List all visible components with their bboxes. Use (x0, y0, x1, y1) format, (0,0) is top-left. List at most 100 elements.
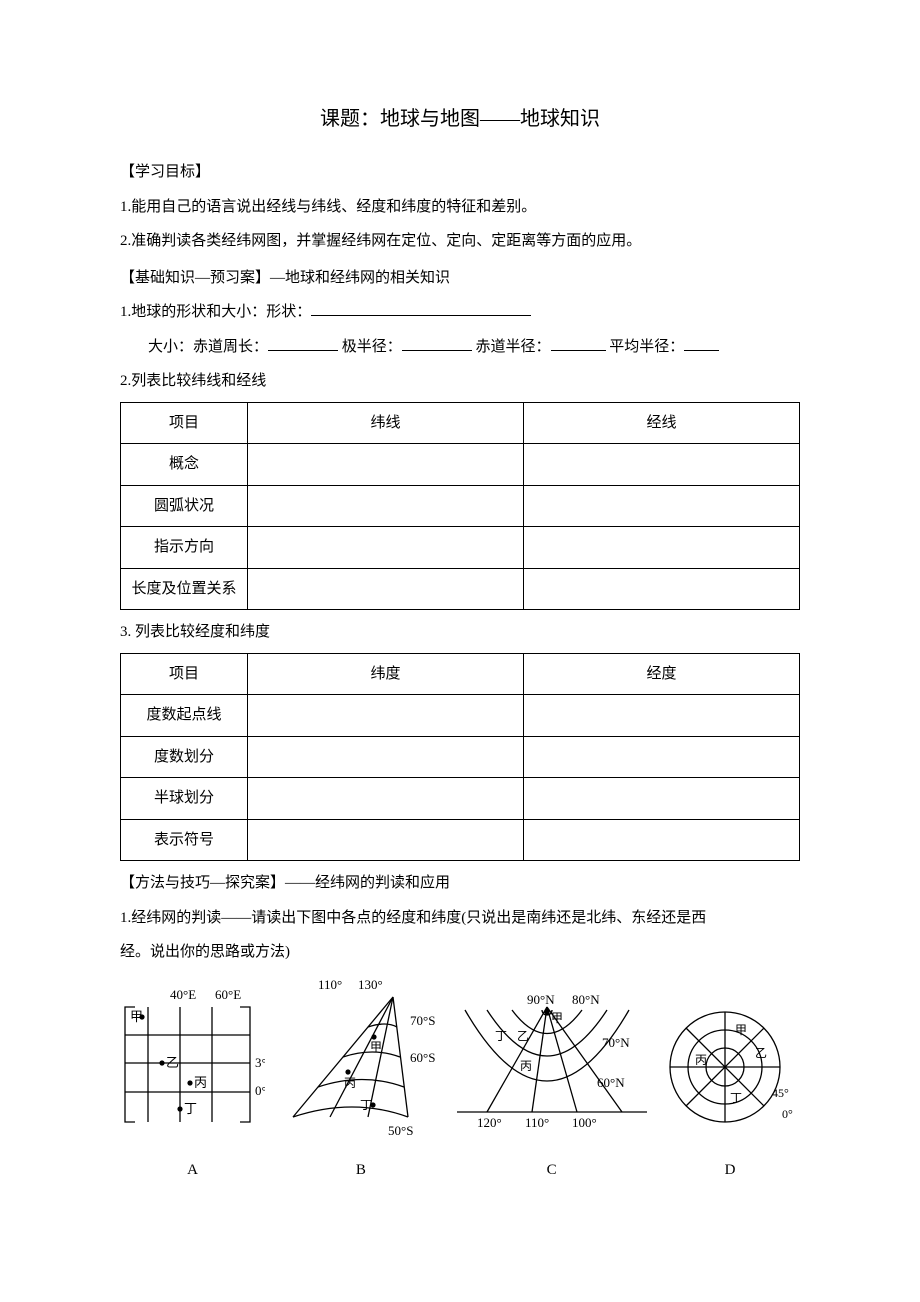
table-row: 项目 纬度 经度 (121, 653, 800, 695)
table-1: 项目 纬线 经线 概念 圆弧状况 指示方向 长度及位置关系 (120, 402, 800, 611)
diagram-row: 40°E 60°E 3° 0° 甲 乙 丙 丁 A (120, 977, 800, 1185)
q1-eq-r: 赤道半径： (476, 339, 551, 355)
table-row: 项目 纬线 经线 (121, 402, 800, 444)
diagram-d: 45° 0° 甲 乙 丙 丁 D (660, 1002, 800, 1185)
pt-ding: 丁 (184, 1101, 197, 1116)
page-title: 课题：地球与地图——地球知识 (120, 100, 800, 138)
pt-bing: 丙 (695, 1053, 707, 1067)
pt-yi: 乙 (517, 1029, 529, 1043)
label: 110° (318, 977, 342, 992)
cell (524, 819, 800, 861)
method-q1-a: 1.经纬网的判读——请读出下图中各点的经度和纬度(只说出是南纬还是北纬、东经还是… (120, 904, 800, 933)
cell (524, 485, 800, 527)
pt-ding: 丁 (360, 1098, 372, 1112)
q1-shape: 1.地球的形状和大小：形状： (120, 298, 800, 327)
q1-eq-circ: 大小：赤道周长： (148, 339, 268, 355)
blank (402, 335, 472, 351)
cell: 表示符号 (121, 819, 248, 861)
cell: 经线 (524, 402, 800, 444)
table-row: 长度及位置关系 (121, 568, 800, 610)
cell (524, 695, 800, 737)
blank (311, 300, 531, 316)
diagram-label: C (457, 1156, 647, 1185)
cell (248, 527, 524, 569)
cell: 度数起点线 (121, 695, 248, 737)
cell: 长度及位置关系 (121, 568, 248, 610)
cell (524, 778, 800, 820)
label: 60°S (410, 1050, 435, 1065)
method-q1-b: 经。说出你的思路或方法) (120, 938, 800, 967)
cell: 纬线 (248, 402, 524, 444)
q1-polar-r: 极半径： (342, 339, 402, 355)
cell (524, 736, 800, 778)
label: 100° (572, 1115, 597, 1130)
pt-jia: 甲 (735, 1023, 747, 1037)
goal-1: 1.能用自己的语言说出经线与纬线、经度和纬度的特征和差别。 (120, 193, 800, 222)
learning-goal-header: 【学习目标】 (120, 158, 800, 187)
label: 120° (477, 1115, 502, 1130)
cell (248, 568, 524, 610)
q1-prefix: 1.地球的形状和大小：形状： (120, 304, 311, 320)
pt-jia: 甲 (370, 1040, 382, 1054)
base-knowledge-header: 【基础知识—预习案】—地球和经纬网的相关知识 (120, 264, 800, 293)
label: 50°S (388, 1123, 413, 1138)
diagram-label: A (120, 1156, 265, 1185)
pt-bing: 丙 (344, 1076, 356, 1090)
label: 40°E (170, 987, 196, 1002)
pt-jia: 甲 (130, 1009, 143, 1024)
pt-bing: 丙 (520, 1059, 532, 1073)
diagram-a: 40°E 60°E 3° 0° 甲 乙 丙 丁 A (120, 987, 265, 1185)
method-header: 【方法与技巧—探究案】——经纬网的判读和应用 (120, 869, 800, 898)
q1-size: 大小：赤道周长： 极半径： 赤道半径： 平均半径： (120, 333, 800, 362)
cell (248, 778, 524, 820)
cell (524, 568, 800, 610)
cell (248, 444, 524, 486)
label: 110° (525, 1115, 549, 1130)
table-row: 指示方向 (121, 527, 800, 569)
pt-yi: 乙 (755, 1046, 767, 1060)
cell: 指示方向 (121, 527, 248, 569)
cell (248, 485, 524, 527)
label: 70°S (410, 1013, 435, 1028)
cell (248, 736, 524, 778)
cell: 项目 (121, 653, 248, 695)
cell: 纬度 (248, 653, 524, 695)
pt-bing: 丙 (194, 1075, 207, 1090)
label: 45° (772, 1086, 789, 1100)
table-row: 圆弧状况 (121, 485, 800, 527)
diagram-label: D (660, 1156, 800, 1185)
blank (551, 335, 606, 351)
cell: 半球划分 (121, 778, 248, 820)
label: 90°N (527, 992, 555, 1007)
label: 130° (358, 977, 383, 992)
cell: 项目 (121, 402, 248, 444)
label: 80°N (572, 992, 600, 1007)
label: 0° (255, 1083, 265, 1098)
pt-jia: 甲 (551, 1011, 563, 1025)
pt-ding: 丁 (730, 1091, 742, 1105)
pt-ding: 丁 (495, 1029, 507, 1043)
diagram-b: 110° 130° 70°S 60°S 50°S 甲 丙 丁 B (278, 977, 443, 1185)
table-row: 表示符号 (121, 819, 800, 861)
diagram-label: B (278, 1156, 443, 1185)
label: 0° (782, 1107, 793, 1121)
table-row: 度数划分 (121, 736, 800, 778)
q2-title: 2.列表比较纬线和经线 (120, 367, 800, 396)
table-row: 度数起点线 (121, 695, 800, 737)
table-2: 项目 纬度 经度 度数起点线 度数划分 半球划分 表示符号 (120, 653, 800, 862)
cell: 圆弧状况 (121, 485, 248, 527)
q1-avg-r: 平均半径： (609, 339, 684, 355)
pt-yi: 乙 (166, 1055, 179, 1070)
cell (248, 695, 524, 737)
diagram-c: 90°N 80°N 70°N 60°N 120° 110° 100° 甲 (457, 992, 647, 1185)
cell: 概念 (121, 444, 248, 486)
cell (524, 527, 800, 569)
q3-title: 3. 列表比较经度和纬度 (120, 618, 800, 647)
label: 70°N (602, 1035, 630, 1050)
table-row: 半球划分 (121, 778, 800, 820)
blank (684, 335, 719, 351)
cell: 度数划分 (121, 736, 248, 778)
label: 3° (255, 1055, 265, 1070)
label: 60°E (215, 987, 241, 1002)
label: 60°N (597, 1075, 625, 1090)
